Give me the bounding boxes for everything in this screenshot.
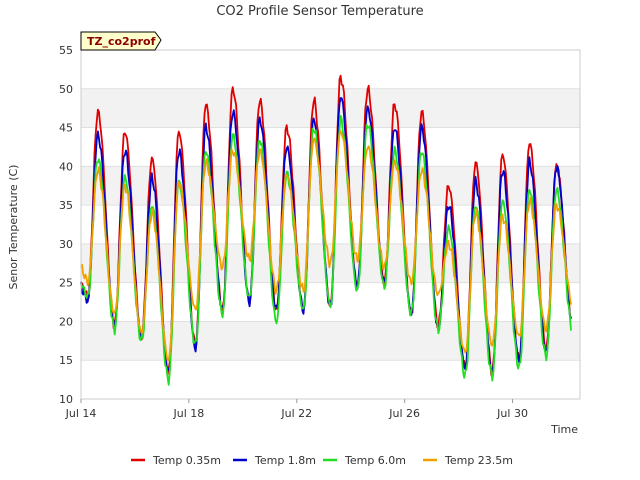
axis-ticks: 10 15 20 25 30 35 40 45 50 55 Jul 14 Jul 18 Jul 22 Ju… xyxy=(59,44,528,420)
plot-band xyxy=(81,127,580,167)
y-tick-label: 45 xyxy=(59,122,73,135)
legend-label: Temp 1.8m xyxy=(254,454,316,467)
x-tick-label: Jul 30 xyxy=(496,407,528,420)
plot-band xyxy=(81,205,580,244)
site-tag-label: TZ_co2prof xyxy=(87,35,156,48)
plot-band xyxy=(81,88,580,128)
plot-frame xyxy=(80,49,581,400)
y-tick-label: 40 xyxy=(59,160,73,173)
series-line-temp-23-5m xyxy=(80,130,572,362)
y-tick-label: 55 xyxy=(59,44,73,57)
y-tick-label: 20 xyxy=(59,315,73,328)
legend-label: Temp 23.5m xyxy=(444,454,513,467)
y-axis-label: Senor Temperature (C) xyxy=(7,165,20,290)
y-tick-label: 15 xyxy=(59,354,73,367)
plot-band xyxy=(81,50,580,89)
legend-label: Temp 0.35m xyxy=(152,454,221,467)
x-axis-label: Time xyxy=(550,423,578,436)
series-lines xyxy=(80,74,572,386)
y-tick-label: 50 xyxy=(59,83,73,96)
plot-band xyxy=(81,360,580,399)
y-tick-label: 10 xyxy=(59,393,73,406)
y-tick-label: 25 xyxy=(59,277,73,290)
chart-title: CO2 Profile Sensor Temperature xyxy=(216,4,423,19)
y-tick-label: 30 xyxy=(59,238,73,251)
x-tick-label: Jul 22 xyxy=(280,407,312,420)
y-tick-label: 35 xyxy=(59,199,73,212)
x-tick-label: Jul 26 xyxy=(388,407,420,420)
site-tag-box xyxy=(80,31,162,51)
site-tag: TZ_co2prof xyxy=(80,31,162,51)
x-tick-label: Jul 18 xyxy=(173,407,205,420)
plot-band xyxy=(81,166,580,206)
x-tick-label: Jul 14 xyxy=(65,407,97,420)
legend-label: Temp 6.0m xyxy=(344,454,406,467)
legend: Temp 0.35m Temp 1.8m Temp 6.0m Temp 23.5m xyxy=(131,454,513,467)
plot-band xyxy=(81,321,580,361)
